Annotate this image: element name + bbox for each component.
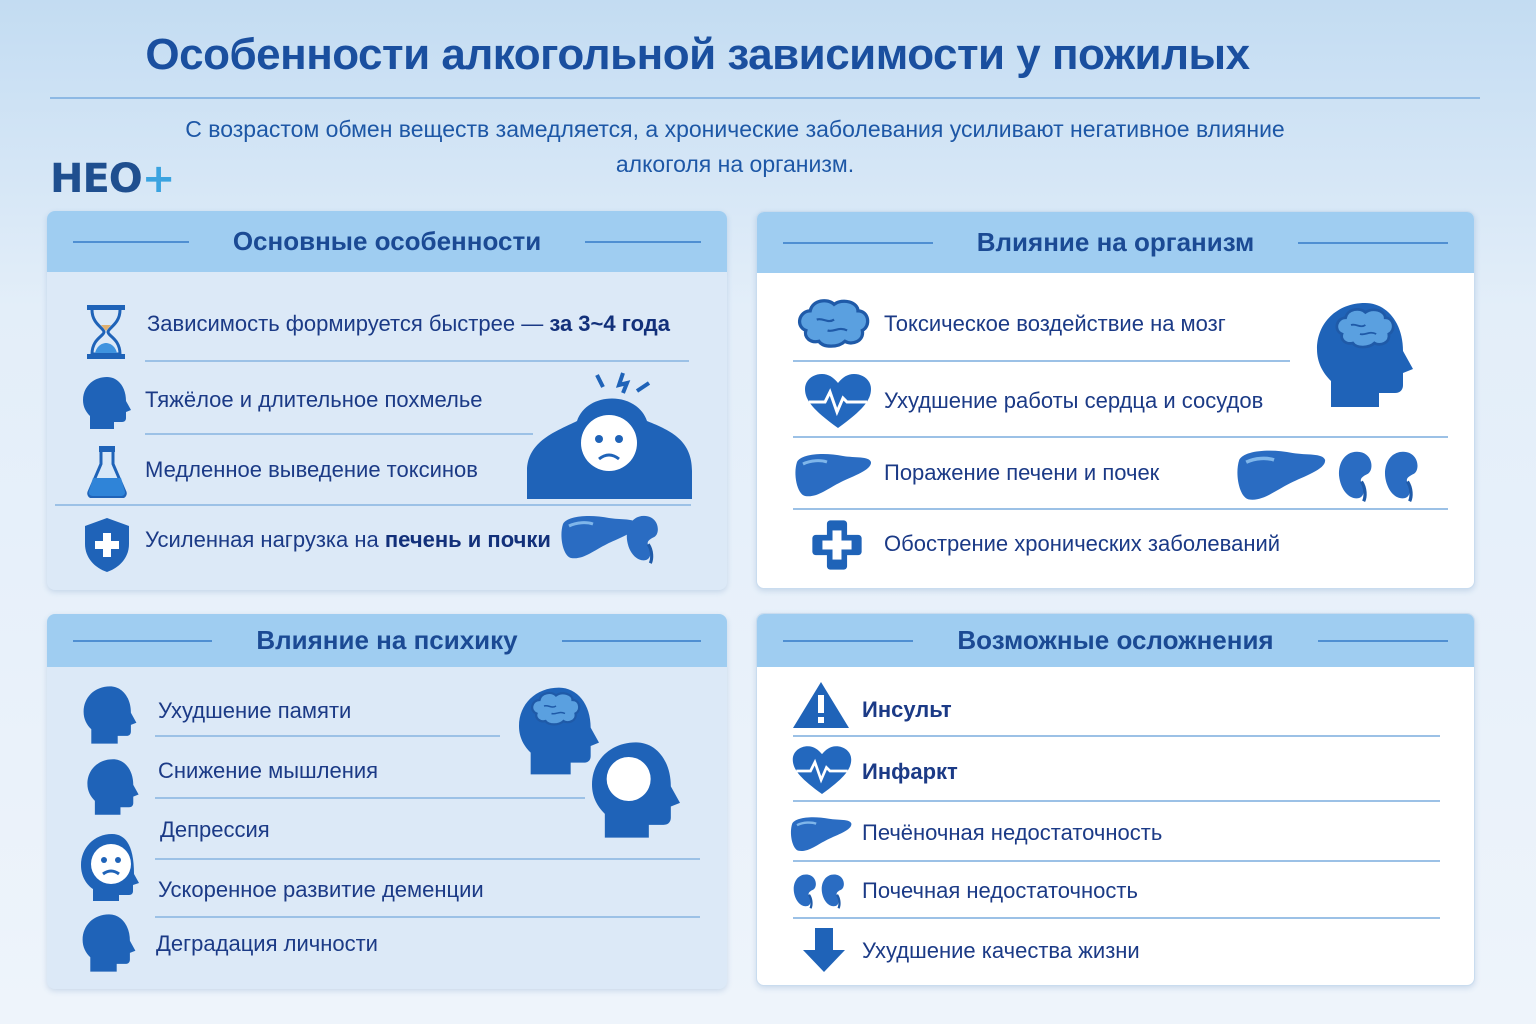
list-item: Ускоренное развитие деменции bbox=[158, 877, 484, 902]
flask-icon bbox=[87, 446, 127, 498]
shield-cross-icon bbox=[85, 518, 129, 572]
warning-icon bbox=[793, 682, 849, 728]
liver-icon bbox=[1233, 446, 1329, 504]
heart-pulse-icon bbox=[791, 744, 853, 798]
list-item: Деградация личности bbox=[156, 931, 378, 956]
panel-main-features: Основные особенности Зависимость формиру… bbox=[47, 211, 727, 590]
headache-person-icon bbox=[527, 372, 692, 499]
list-item: Снижение мышления bbox=[158, 758, 379, 783]
list-item: Тяжёлое и длительное похмелье bbox=[145, 387, 483, 412]
panel-body-effects: Влияние на организм Токсическое воздейст… bbox=[756, 211, 1475, 589]
sad-face-icon bbox=[81, 834, 139, 901]
liver-icon bbox=[789, 812, 853, 856]
hourglass-icon bbox=[87, 305, 125, 359]
list-item: Почечная недостаточность bbox=[862, 878, 1138, 903]
page-title: Особенности алкогольной зависимости у по… bbox=[145, 30, 1250, 79]
list-item: Ухудшение работы сердца и сосудов bbox=[884, 388, 1264, 413]
panel-title: Влияние на организм bbox=[976, 227, 1255, 257]
kidney-icon bbox=[819, 870, 849, 912]
head-brain-icon bbox=[1305, 292, 1425, 418]
kidney-icon bbox=[791, 870, 821, 912]
list-item: Усиленная нагрузка на печень и почки bbox=[145, 527, 551, 552]
subtitle-line-2: алкоголя на организм. bbox=[615, 151, 855, 177]
panel-header: Возможные осложнения bbox=[757, 614, 1474, 667]
list-item: Ухудшение памяти bbox=[158, 698, 352, 723]
title-divider bbox=[50, 97, 1480, 99]
list-item: Депрессия bbox=[160, 817, 270, 842]
panel-title: Возможные осложнения bbox=[957, 625, 1274, 655]
list-item: Ухудшение качества жизни bbox=[862, 938, 1140, 963]
list-item: Обострение хронических заболеваний bbox=[884, 531, 1281, 556]
kidney-icon bbox=[1335, 446, 1379, 506]
medical-cross-icon bbox=[809, 517, 865, 573]
head-icon bbox=[77, 373, 137, 433]
liver-icon bbox=[793, 450, 873, 500]
head-icon bbox=[75, 910, 143, 976]
panel-header: Основные особенности bbox=[47, 211, 727, 272]
logo-plus: + bbox=[141, 156, 176, 202]
list-item: Токсическое воздействие на мозг bbox=[884, 311, 1226, 336]
list-item: Зависимость формируется быстрее — за 3~4… bbox=[147, 311, 670, 336]
list-item: Инфаркт bbox=[862, 759, 958, 784]
list-item: Печёночная недостаточность bbox=[862, 820, 1163, 845]
kidney-icon bbox=[1381, 446, 1425, 506]
thinking-head-icon bbox=[581, 732, 691, 848]
logo-text: НЕО bbox=[50, 156, 143, 202]
panel-header: Влияние на организм bbox=[757, 212, 1474, 273]
arrow-down-icon bbox=[803, 928, 845, 972]
list-item: Поражение печени и почек bbox=[884, 460, 1160, 485]
kidney-icon bbox=[623, 511, 665, 567]
subtitle-line-1: С возрастом обмен веществ замедляется, а… bbox=[185, 116, 1285, 142]
thinking-head-icon bbox=[81, 754, 145, 820]
panel-psyche-effects: Влияние на психику Ухудшение памяти Сниж… bbox=[47, 614, 727, 989]
panel-header: Влияние на психику bbox=[47, 614, 727, 667]
panel-title: Влияние на психику bbox=[256, 625, 518, 655]
brain-icon bbox=[795, 296, 871, 354]
panel-complications: Возможные осложнения Инсульт Инфаркт Печ… bbox=[756, 613, 1475, 986]
memory-head-icon bbox=[77, 682, 143, 748]
list-item: Медленное выведение токсинов bbox=[145, 457, 478, 482]
heart-pulse-icon bbox=[803, 372, 873, 432]
list-item: Инсульт bbox=[862, 697, 952, 722]
panel-title: Основные особенности bbox=[232, 226, 542, 256]
logo: НЕО+ bbox=[50, 156, 176, 202]
